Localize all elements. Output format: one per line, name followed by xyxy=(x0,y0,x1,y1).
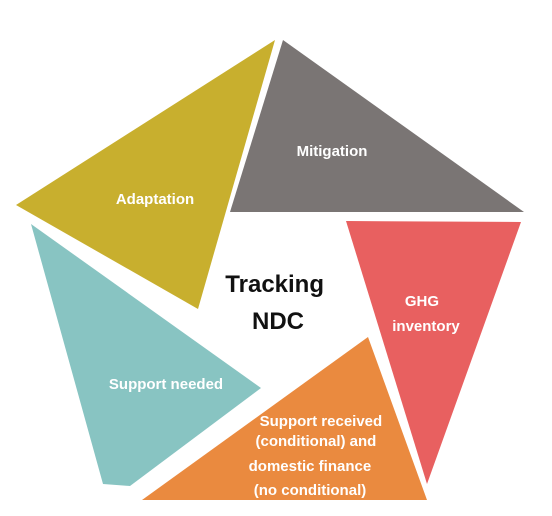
center-title: Tracking NDC xyxy=(225,271,330,335)
label-adaptation: Adaptation xyxy=(116,191,194,208)
segment-support-received xyxy=(142,337,427,500)
segment-adaptation xyxy=(16,40,275,309)
label-support-needed: Support needed xyxy=(109,376,223,393)
label-support-received: Support received (conditional) and domes… xyxy=(249,413,387,499)
segment-ghg-inventory xyxy=(346,221,521,484)
segment-mitigation xyxy=(230,40,524,212)
segment-support-needed xyxy=(31,224,261,486)
label-mitigation: Mitigation xyxy=(297,143,368,160)
label-ghg-inventory: GHG inventory xyxy=(392,293,460,335)
